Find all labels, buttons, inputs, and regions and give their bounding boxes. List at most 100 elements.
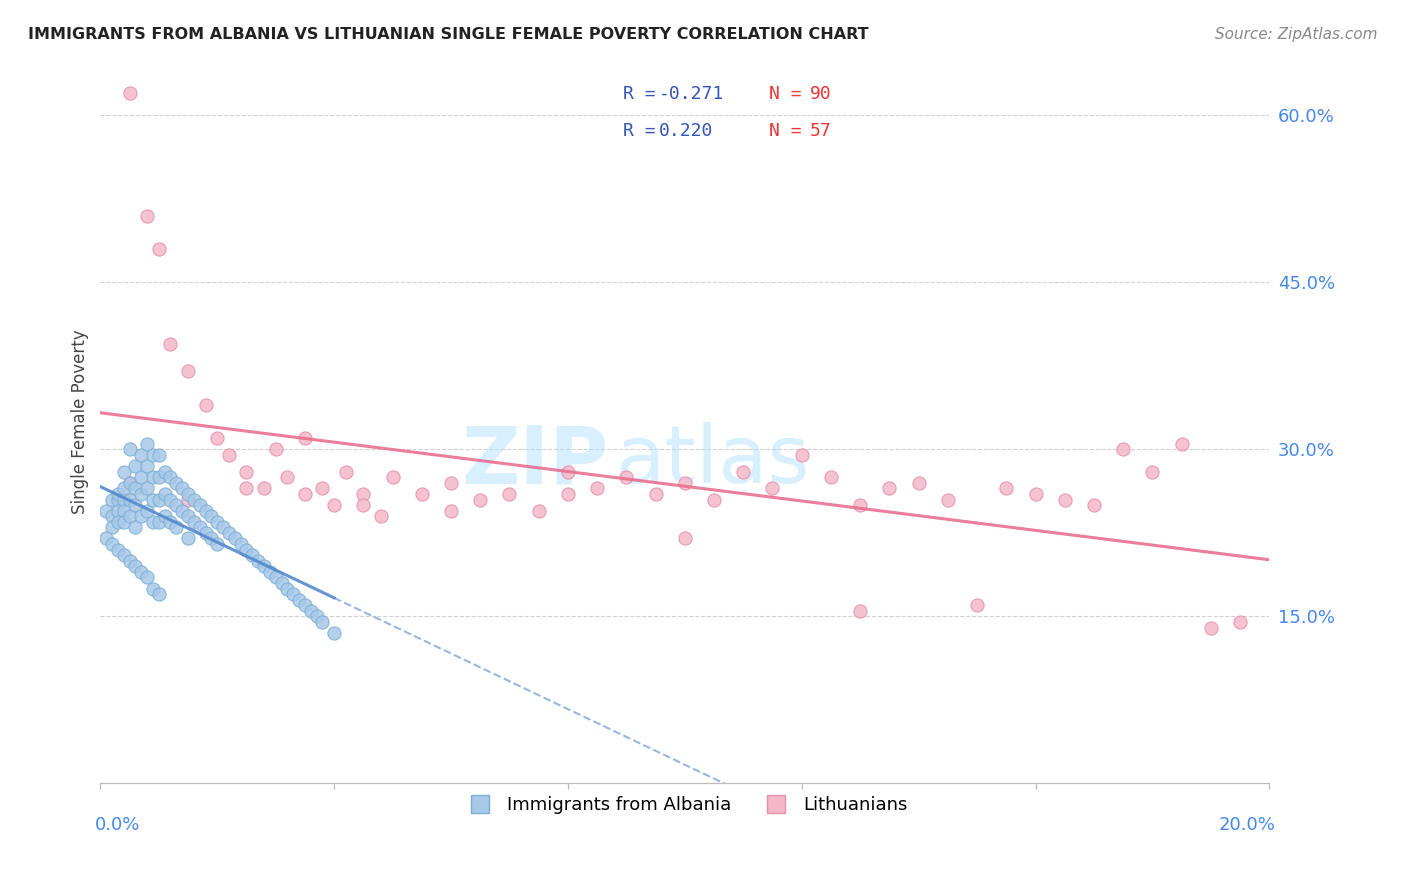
Point	[107, 503, 129, 517]
Point	[107, 542, 129, 557]
Point	[200, 509, 222, 524]
Point	[440, 503, 463, 517]
Point	[142, 582, 165, 596]
Point	[129, 487, 152, 501]
Point	[153, 487, 176, 501]
Point	[112, 515, 135, 529]
Text: IMMIGRANTS FROM ALBANIA VS LITHUANIAN SINGLE FEMALE POVERTY CORRELATION CHART: IMMIGRANTS FROM ALBANIA VS LITHUANIAN SI…	[28, 27, 869, 42]
Text: atlas: atlas	[614, 422, 808, 500]
Point	[259, 565, 281, 579]
Point	[112, 492, 135, 507]
Point	[136, 209, 159, 223]
Point	[527, 503, 550, 517]
Point	[101, 509, 124, 524]
Point	[218, 525, 240, 540]
Y-axis label: Single Female Poverty: Single Female Poverty	[72, 329, 89, 514]
Point	[1024, 487, 1046, 501]
Point	[229, 537, 252, 551]
Text: 20.0%: 20.0%	[1218, 816, 1275, 834]
Point	[270, 576, 292, 591]
Point	[849, 604, 872, 618]
Point	[323, 498, 346, 512]
Point	[101, 492, 124, 507]
Point	[1170, 437, 1192, 451]
Point	[118, 475, 141, 490]
Point	[148, 470, 170, 484]
Point	[129, 565, 152, 579]
Point	[165, 520, 187, 534]
Point	[194, 503, 217, 517]
Point	[112, 503, 135, 517]
Point	[177, 492, 200, 507]
Point	[235, 481, 257, 495]
Point	[370, 509, 392, 524]
Point	[616, 470, 638, 484]
Point	[879, 481, 901, 495]
Text: 57: 57	[810, 121, 832, 140]
Point	[129, 448, 152, 462]
Point	[1112, 442, 1135, 457]
Point	[470, 492, 492, 507]
Point	[1199, 621, 1222, 635]
Point	[253, 481, 276, 495]
Point	[136, 481, 159, 495]
Point	[172, 481, 194, 495]
Point	[557, 487, 579, 501]
Point	[247, 554, 270, 568]
Point	[165, 498, 187, 512]
Point	[411, 487, 433, 501]
Point	[153, 509, 176, 524]
Point	[1142, 465, 1164, 479]
Point	[352, 487, 374, 501]
Point	[235, 542, 257, 557]
Point	[148, 448, 170, 462]
Point	[498, 487, 520, 501]
Point	[305, 609, 328, 624]
Point	[264, 442, 287, 457]
Point	[294, 487, 316, 501]
Text: -0.271: -0.271	[659, 86, 724, 103]
Point	[240, 548, 263, 562]
Point	[101, 520, 124, 534]
Point	[264, 570, 287, 584]
Point	[194, 525, 217, 540]
Text: 0.0%: 0.0%	[94, 816, 139, 834]
Point	[159, 515, 181, 529]
Point	[194, 398, 217, 412]
Point	[294, 599, 316, 613]
Point	[644, 487, 666, 501]
Point	[673, 475, 696, 490]
Point	[207, 515, 229, 529]
Point	[118, 554, 141, 568]
Point	[107, 487, 129, 501]
Point	[142, 492, 165, 507]
Point	[177, 487, 200, 501]
Point	[159, 470, 181, 484]
Point	[136, 503, 159, 517]
Point	[995, 481, 1018, 495]
Text: N =: N =	[769, 86, 813, 103]
Point	[183, 515, 205, 529]
Point	[118, 475, 141, 490]
Point	[124, 559, 146, 574]
Point	[966, 599, 988, 613]
Point	[188, 520, 211, 534]
Point	[101, 537, 124, 551]
Point	[148, 242, 170, 256]
Point	[107, 492, 129, 507]
Point	[207, 537, 229, 551]
Text: Source: ZipAtlas.com: Source: ZipAtlas.com	[1215, 27, 1378, 42]
Point	[142, 470, 165, 484]
Point	[235, 465, 257, 479]
Point	[148, 492, 170, 507]
Point	[200, 532, 222, 546]
Point	[733, 465, 755, 479]
Point	[177, 532, 200, 546]
Point	[1053, 492, 1076, 507]
Point	[183, 492, 205, 507]
Point	[790, 448, 813, 462]
Point	[335, 465, 357, 479]
Point	[112, 548, 135, 562]
Point	[288, 592, 311, 607]
Point	[276, 582, 298, 596]
